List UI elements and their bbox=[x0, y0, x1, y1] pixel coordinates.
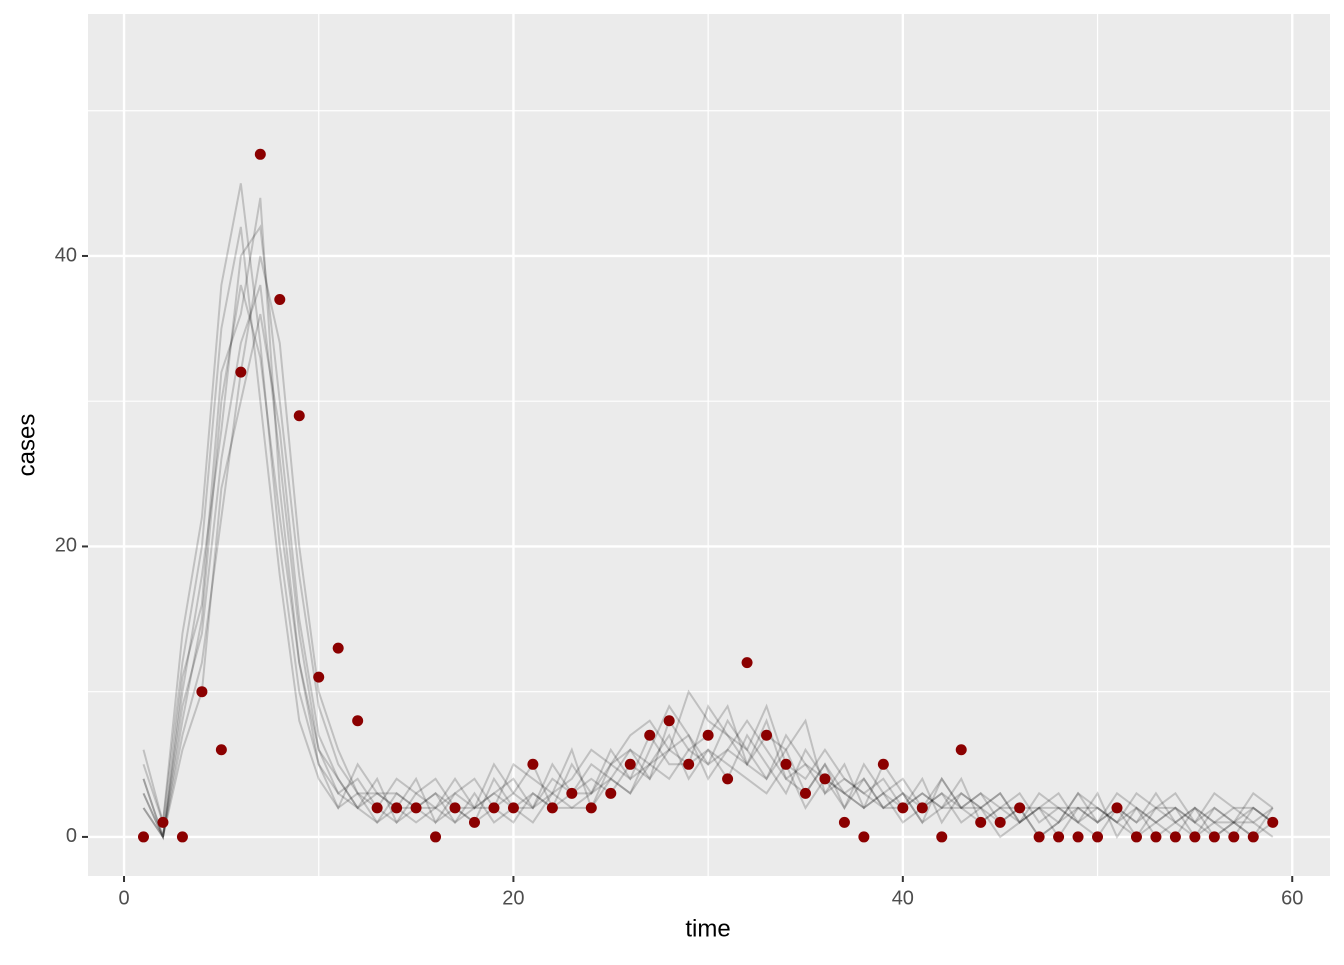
observed-point bbox=[215, 744, 227, 756]
observed-point bbox=[449, 802, 461, 814]
y-tick-label: 20 bbox=[55, 535, 77, 557]
observed-point bbox=[507, 802, 519, 814]
observed-point bbox=[799, 787, 811, 799]
simulation-line bbox=[142, 255, 1274, 840]
y-tick-label: 40 bbox=[55, 244, 77, 266]
observed-point bbox=[819, 773, 831, 785]
x-tick-label: 0 bbox=[118, 887, 129, 909]
x-tick-label: 20 bbox=[502, 887, 524, 909]
observed-point bbox=[722, 773, 734, 785]
y-tick-label: 0 bbox=[66, 825, 77, 847]
observed-point bbox=[916, 802, 928, 814]
observed-point bbox=[293, 410, 305, 422]
observed-point bbox=[1150, 831, 1162, 843]
observed-point bbox=[430, 831, 442, 843]
simulation-line bbox=[142, 226, 1274, 839]
observed-point bbox=[235, 366, 247, 378]
observed-point bbox=[157, 816, 169, 828]
observed-point bbox=[838, 816, 850, 828]
observed-point bbox=[527, 758, 539, 770]
x-tick-label: 60 bbox=[1281, 887, 1303, 909]
observed-point bbox=[137, 831, 149, 843]
y-axis-title: cases bbox=[13, 414, 40, 477]
observed-point bbox=[391, 802, 403, 814]
observed-point bbox=[1228, 831, 1240, 843]
panel bbox=[88, 14, 1330, 876]
observed-point bbox=[313, 671, 325, 683]
observed-point bbox=[975, 816, 987, 828]
observed-point bbox=[663, 715, 675, 727]
observed-point bbox=[468, 816, 480, 828]
observed-point bbox=[488, 802, 500, 814]
observed-point bbox=[332, 642, 344, 654]
observed-point bbox=[955, 744, 967, 756]
observed-point bbox=[761, 729, 773, 741]
observed-point bbox=[371, 802, 383, 814]
observed-point bbox=[877, 758, 889, 770]
observed-point bbox=[1189, 831, 1201, 843]
observed-point bbox=[897, 802, 909, 814]
observed-point bbox=[780, 758, 792, 770]
observed-point bbox=[1267, 816, 1279, 828]
observed-point bbox=[176, 831, 188, 843]
observed-point bbox=[1053, 831, 1065, 843]
observed-point bbox=[196, 686, 208, 698]
observed-point bbox=[1092, 831, 1104, 843]
observed-point bbox=[624, 758, 636, 770]
observed-point bbox=[1111, 802, 1123, 814]
observed-point bbox=[546, 802, 558, 814]
observed-point bbox=[1169, 831, 1181, 843]
observed-point bbox=[936, 831, 948, 843]
simulation-line bbox=[142, 197, 1274, 839]
observed-point bbox=[1072, 831, 1084, 843]
observed-point bbox=[1130, 831, 1142, 843]
observed-point bbox=[352, 715, 364, 727]
x-axis-title: time bbox=[685, 915, 730, 942]
observed-point bbox=[585, 802, 597, 814]
observed-point bbox=[741, 657, 753, 669]
observed-point bbox=[702, 729, 714, 741]
observed-point bbox=[1208, 831, 1220, 843]
simulation-line bbox=[142, 313, 1274, 840]
simulation-line bbox=[142, 224, 1274, 839]
observed-point bbox=[683, 758, 695, 770]
observed-point bbox=[410, 802, 422, 814]
observed-point bbox=[254, 148, 266, 160]
observed-point bbox=[858, 831, 870, 843]
observed-point bbox=[566, 787, 578, 799]
observed-point bbox=[994, 816, 1006, 828]
simulation-line bbox=[142, 183, 1274, 839]
simulation-line bbox=[142, 284, 1274, 841]
observed-point bbox=[1247, 831, 1259, 843]
observed-point bbox=[644, 729, 656, 741]
observed-point bbox=[605, 787, 617, 799]
observed-point bbox=[274, 294, 286, 306]
x-tick-label: 40 bbox=[892, 887, 914, 909]
observed-point bbox=[1033, 831, 1045, 843]
observed-point bbox=[1014, 802, 1026, 814]
